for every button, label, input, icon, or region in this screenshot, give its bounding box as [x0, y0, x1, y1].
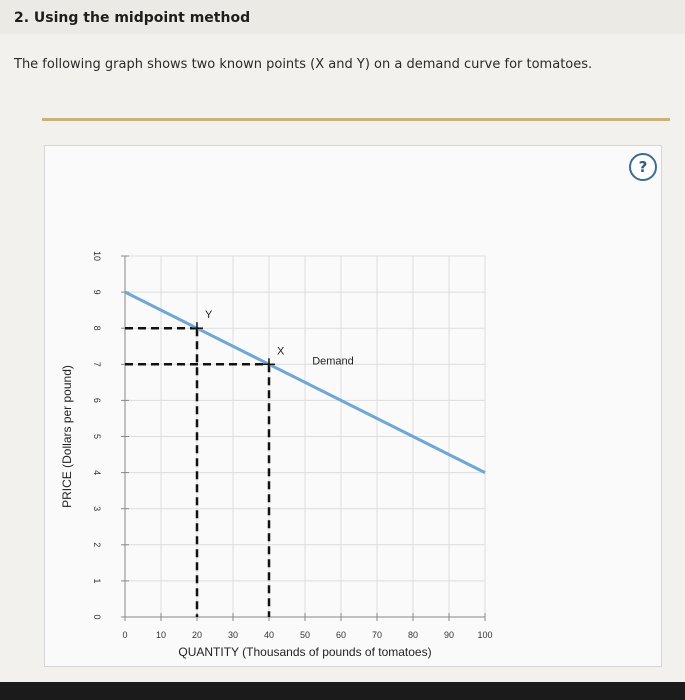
y-tick-label: 5	[92, 434, 102, 439]
question-prompt: The following graph shows two known poin…	[14, 57, 593, 72]
divider	[42, 118, 670, 121]
y-tick-label: 0	[92, 614, 102, 619]
bottom-bar	[0, 682, 685, 700]
demand-label: Demand	[312, 355, 354, 367]
x-tick-label: 90	[444, 630, 454, 640]
y-tick-label: 4	[92, 470, 102, 475]
y-axis-title: PRICE (Dollars per pound)	[60, 365, 74, 508]
x-tick-label: 60	[336, 630, 346, 640]
x-tick-label: 80	[408, 630, 418, 640]
point-label-y: Y	[205, 309, 213, 321]
y-tick-label: 9	[92, 290, 102, 295]
header-band	[0, 0, 685, 34]
y-tick-label: 7	[92, 362, 102, 367]
y-tick-label: 8	[92, 326, 102, 331]
x-tick-label: 10	[156, 630, 166, 640]
y-tick-label: 2	[92, 542, 102, 547]
y-tick-label: 10	[92, 251, 102, 261]
y-tick-label: 3	[92, 506, 102, 511]
x-tick-label: 100	[477, 630, 492, 640]
x-axis-title: QUANTITY (Thousands of pounds of tomatoe…	[178, 645, 431, 659]
x-tick-label: 70	[372, 630, 382, 640]
demand-curve[interactable]	[124, 290, 486, 474]
x-tick-label: 20	[192, 630, 202, 640]
y-tick-label: 1	[92, 578, 102, 583]
point-label-x: X	[277, 345, 285, 357]
x-tick-label: 40	[264, 630, 274, 640]
x-tick-label: 0	[122, 630, 127, 640]
x-tick-label: 30	[228, 630, 238, 640]
help-button[interactable]: ?	[629, 153, 657, 181]
x-tick-label: 50	[300, 630, 310, 640]
question-title: 2. Using the midpoint method	[14, 10, 251, 26]
y-tick-label: 6	[92, 398, 102, 403]
